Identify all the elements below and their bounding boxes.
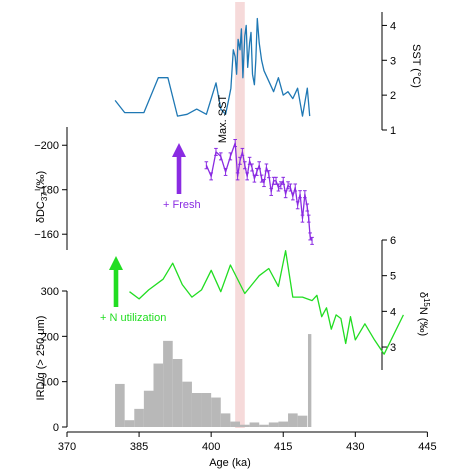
ird-bar — [220, 413, 231, 427]
ird-bar — [230, 421, 240, 427]
ird-bar — [172, 359, 183, 427]
ird-bar — [201, 393, 212, 427]
ird-bar — [115, 383, 125, 427]
sst-line — [114, 17, 311, 117]
x-axis-label: Age (ka) — [209, 457, 251, 469]
sst-axis-label: SST (°C) — [410, 44, 422, 88]
d15n-axis-label-sup: 15 — [422, 298, 431, 307]
dc37-axis-label-unit: (‰) — [35, 171, 47, 192]
ird-bar — [268, 422, 279, 427]
ird-bar — [288, 413, 298, 427]
x-tick-label: 430 — [346, 441, 364, 453]
fresh-label: + Fresh — [163, 199, 201, 211]
d15n-axis-label-unit: N (‰) — [417, 307, 429, 336]
ird-bar — [259, 424, 269, 427]
dc37-y-tick-label: −200 — [34, 140, 59, 152]
max-sst-label: Max. SST — [217, 95, 229, 144]
ird-bar — [134, 408, 144, 427]
max-sst-band — [235, 2, 245, 428]
d15n-line — [129, 250, 404, 355]
ird-bar — [153, 363, 164, 427]
x-tick-label: 385 — [130, 441, 148, 453]
dc37-axis-label-sub: 37 — [40, 192, 49, 201]
ird-bar — [297, 415, 308, 427]
x-tick-label: 400 — [202, 441, 220, 453]
ird-bar — [211, 397, 221, 427]
x-tick-label: 445 — [418, 441, 436, 453]
sst-y-tick-label: 1 — [390, 125, 396, 137]
ird-bar — [239, 424, 250, 427]
dc37-line — [205, 142, 313, 242]
n-utilization-arrow-icon — [109, 256, 123, 307]
n-utilization-label: + N utilization — [100, 312, 166, 324]
d15n-y-tick-label: 4 — [390, 306, 396, 318]
series-group — [114, 17, 404, 427]
ird-bar — [124, 420, 135, 427]
dc37-y-tick-label: −180 — [34, 185, 59, 197]
ird-bar — [182, 381, 192, 427]
ird-y-tick-label: 200 — [41, 331, 59, 343]
fresh-arrow-icon — [172, 143, 186, 194]
ird-bar — [191, 393, 202, 427]
d15n-axis-label-main: δ — [417, 292, 429, 298]
ird-bar — [143, 390, 154, 427]
d15n-y-tick-label: 6 — [390, 235, 396, 247]
ird-bar — [307, 334, 312, 427]
ird-y-tick-label: 300 — [41, 286, 59, 298]
ird-y-tick-label: 0 — [53, 422, 59, 434]
sst-y-tick-label: 4 — [390, 20, 396, 32]
d15n-axis-label: δ15N (‰) — [417, 292, 431, 336]
ird-axis-label: IRD/g (> 250 μm) — [35, 316, 47, 401]
dc37-y-tick-label: −160 — [34, 229, 59, 241]
x-tick-label: 415 — [274, 441, 292, 453]
axes-group: 1 2 3 4 −200 −180 −160 3 4 5 6 0 100 200 300 370 385 400 4… — [34, 12, 437, 453]
dc37-axis-label-main: δDC — [35, 201, 47, 223]
ird-bar — [163, 340, 173, 427]
sst-y-tick-label: 2 — [390, 90, 396, 102]
sst-y-tick-label: 3 — [390, 55, 396, 67]
x-tick-label: 370 — [58, 441, 76, 453]
ird-bar — [249, 422, 260, 427]
d15n-y-tick-label: 3 — [390, 342, 396, 354]
dc37-axis-label: δDC37 (‰) — [35, 171, 49, 223]
ird-bar — [278, 421, 289, 427]
ird-y-tick-label: 100 — [41, 377, 59, 389]
d15n-y-tick-label: 5 — [390, 271, 396, 283]
